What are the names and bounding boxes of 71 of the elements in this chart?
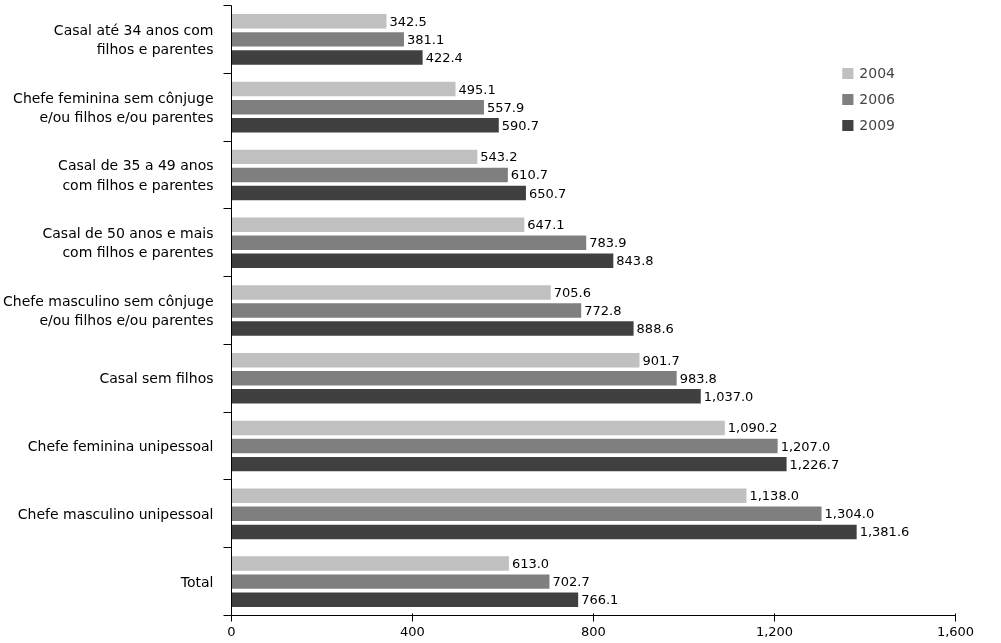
y-tick-label: Chefe feminina sem cônjuge e/ou filhos e/ou parentes <box>13 89 214 125</box>
data-label: 983.8 <box>679 370 717 386</box>
bar <box>231 185 526 201</box>
data-label: 772.8 <box>584 303 622 318</box>
legend-label: 2009 <box>859 117 895 133</box>
data-label: 613.0 <box>511 556 550 572</box>
data-label: 1,304.0 <box>824 506 875 522</box>
x-tick-label: 1,200 <box>755 623 794 639</box>
bar <box>231 488 747 503</box>
y-tick-label: Casal de 50 anos e mais com filhos e parentes <box>42 225 214 261</box>
data-label: 702.7 <box>552 574 590 590</box>
bar <box>231 32 404 47</box>
data-label: 495.1 <box>458 81 496 97</box>
bar <box>231 592 579 607</box>
data-label: 901.7 <box>642 352 680 368</box>
x-tick-label: 1,600 <box>936 623 975 639</box>
data-label: 888.6 <box>636 321 674 337</box>
bar <box>231 303 582 318</box>
bar <box>231 352 640 368</box>
bar <box>231 506 822 522</box>
y-tick-label: Casal sem filhos <box>99 370 214 387</box>
data-label: 650.7 <box>528 185 567 201</box>
bar <box>231 321 634 336</box>
bar <box>231 253 614 269</box>
x-tick-label: 800 <box>581 623 606 639</box>
bar <box>231 389 701 404</box>
bar <box>231 235 587 250</box>
bar <box>231 420 725 436</box>
bar <box>231 81 456 97</box>
bar <box>231 574 550 589</box>
bar <box>231 371 677 386</box>
data-label: 590.7 <box>501 117 540 133</box>
data-label: 705.6 <box>553 284 591 300</box>
y-tick-label: Chefe masculino sem cônjuge e/ou filhos e/ou parentes <box>3 292 214 329</box>
bar <box>231 99 484 115</box>
data-label: 422.4 <box>425 49 463 65</box>
bar <box>231 167 508 183</box>
x-tick-label: 400 <box>400 623 425 639</box>
data-label: 843.8 <box>616 253 654 269</box>
data-label: 1,207.0 <box>780 438 831 454</box>
data-label: 1,138.0 <box>749 488 800 504</box>
data-label: 1,090.2 <box>727 420 778 436</box>
bar <box>231 50 423 65</box>
bar <box>231 438 778 454</box>
y-tick-label: Chefe masculino unipessoal <box>17 505 214 522</box>
x-tick-label: 0 <box>227 623 236 639</box>
legend-label: 2004 <box>859 65 895 81</box>
bar <box>231 217 525 232</box>
bar <box>231 456 787 472</box>
data-label: 1,226.7 <box>789 456 840 472</box>
bar <box>231 285 551 300</box>
data-label: 342.5 <box>389 13 427 29</box>
y-tick-label: Chefe feminina unipessoal <box>27 438 214 455</box>
data-label: 783.9 <box>589 235 627 251</box>
data-label: 381.1 <box>406 31 445 47</box>
bar <box>231 524 857 540</box>
y-tick-label: Casal de 35 a 49 anos com filhos e parentes <box>58 157 214 193</box>
bar <box>231 556 509 571</box>
data-label: 647.1 <box>527 217 565 233</box>
y-tick-label: Casal até 34 anos com filhos e parentes <box>53 21 214 57</box>
data-label: 1,037.0 <box>703 388 754 404</box>
data-label: 766.1 <box>581 592 619 608</box>
data-label: 1,381.6 <box>859 524 910 540</box>
data-label: 543.2 <box>480 149 518 165</box>
data-label: 557.9 <box>486 99 525 115</box>
bar <box>231 149 478 165</box>
data-label: 610.7 <box>510 167 549 183</box>
y-tick-label: Total <box>179 573 214 590</box>
bar <box>231 14 387 29</box>
legend-label: 2006 <box>859 91 895 107</box>
bar <box>231 118 499 133</box>
